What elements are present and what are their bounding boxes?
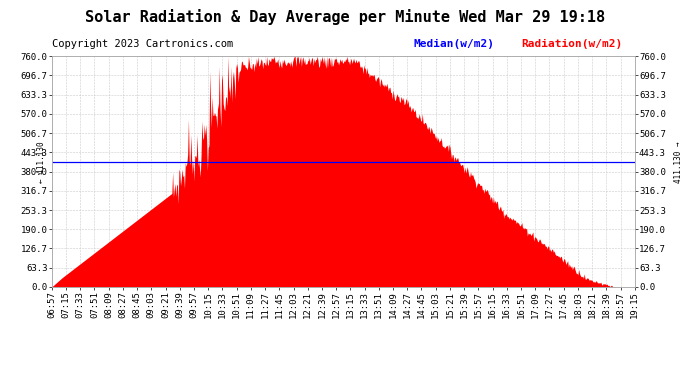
Text: 411.130 →: 411.130 → <box>673 141 682 183</box>
Text: Solar Radiation & Day Average per Minute Wed Mar 29 19:18: Solar Radiation & Day Average per Minute… <box>85 9 605 26</box>
Text: ← 411.130: ← 411.130 <box>37 141 46 183</box>
Text: Copyright 2023 Cartronics.com: Copyright 2023 Cartronics.com <box>52 39 233 50</box>
Text: Radiation(w/m2): Radiation(w/m2) <box>521 39 622 50</box>
Text: Median(w/m2): Median(w/m2) <box>414 39 495 50</box>
